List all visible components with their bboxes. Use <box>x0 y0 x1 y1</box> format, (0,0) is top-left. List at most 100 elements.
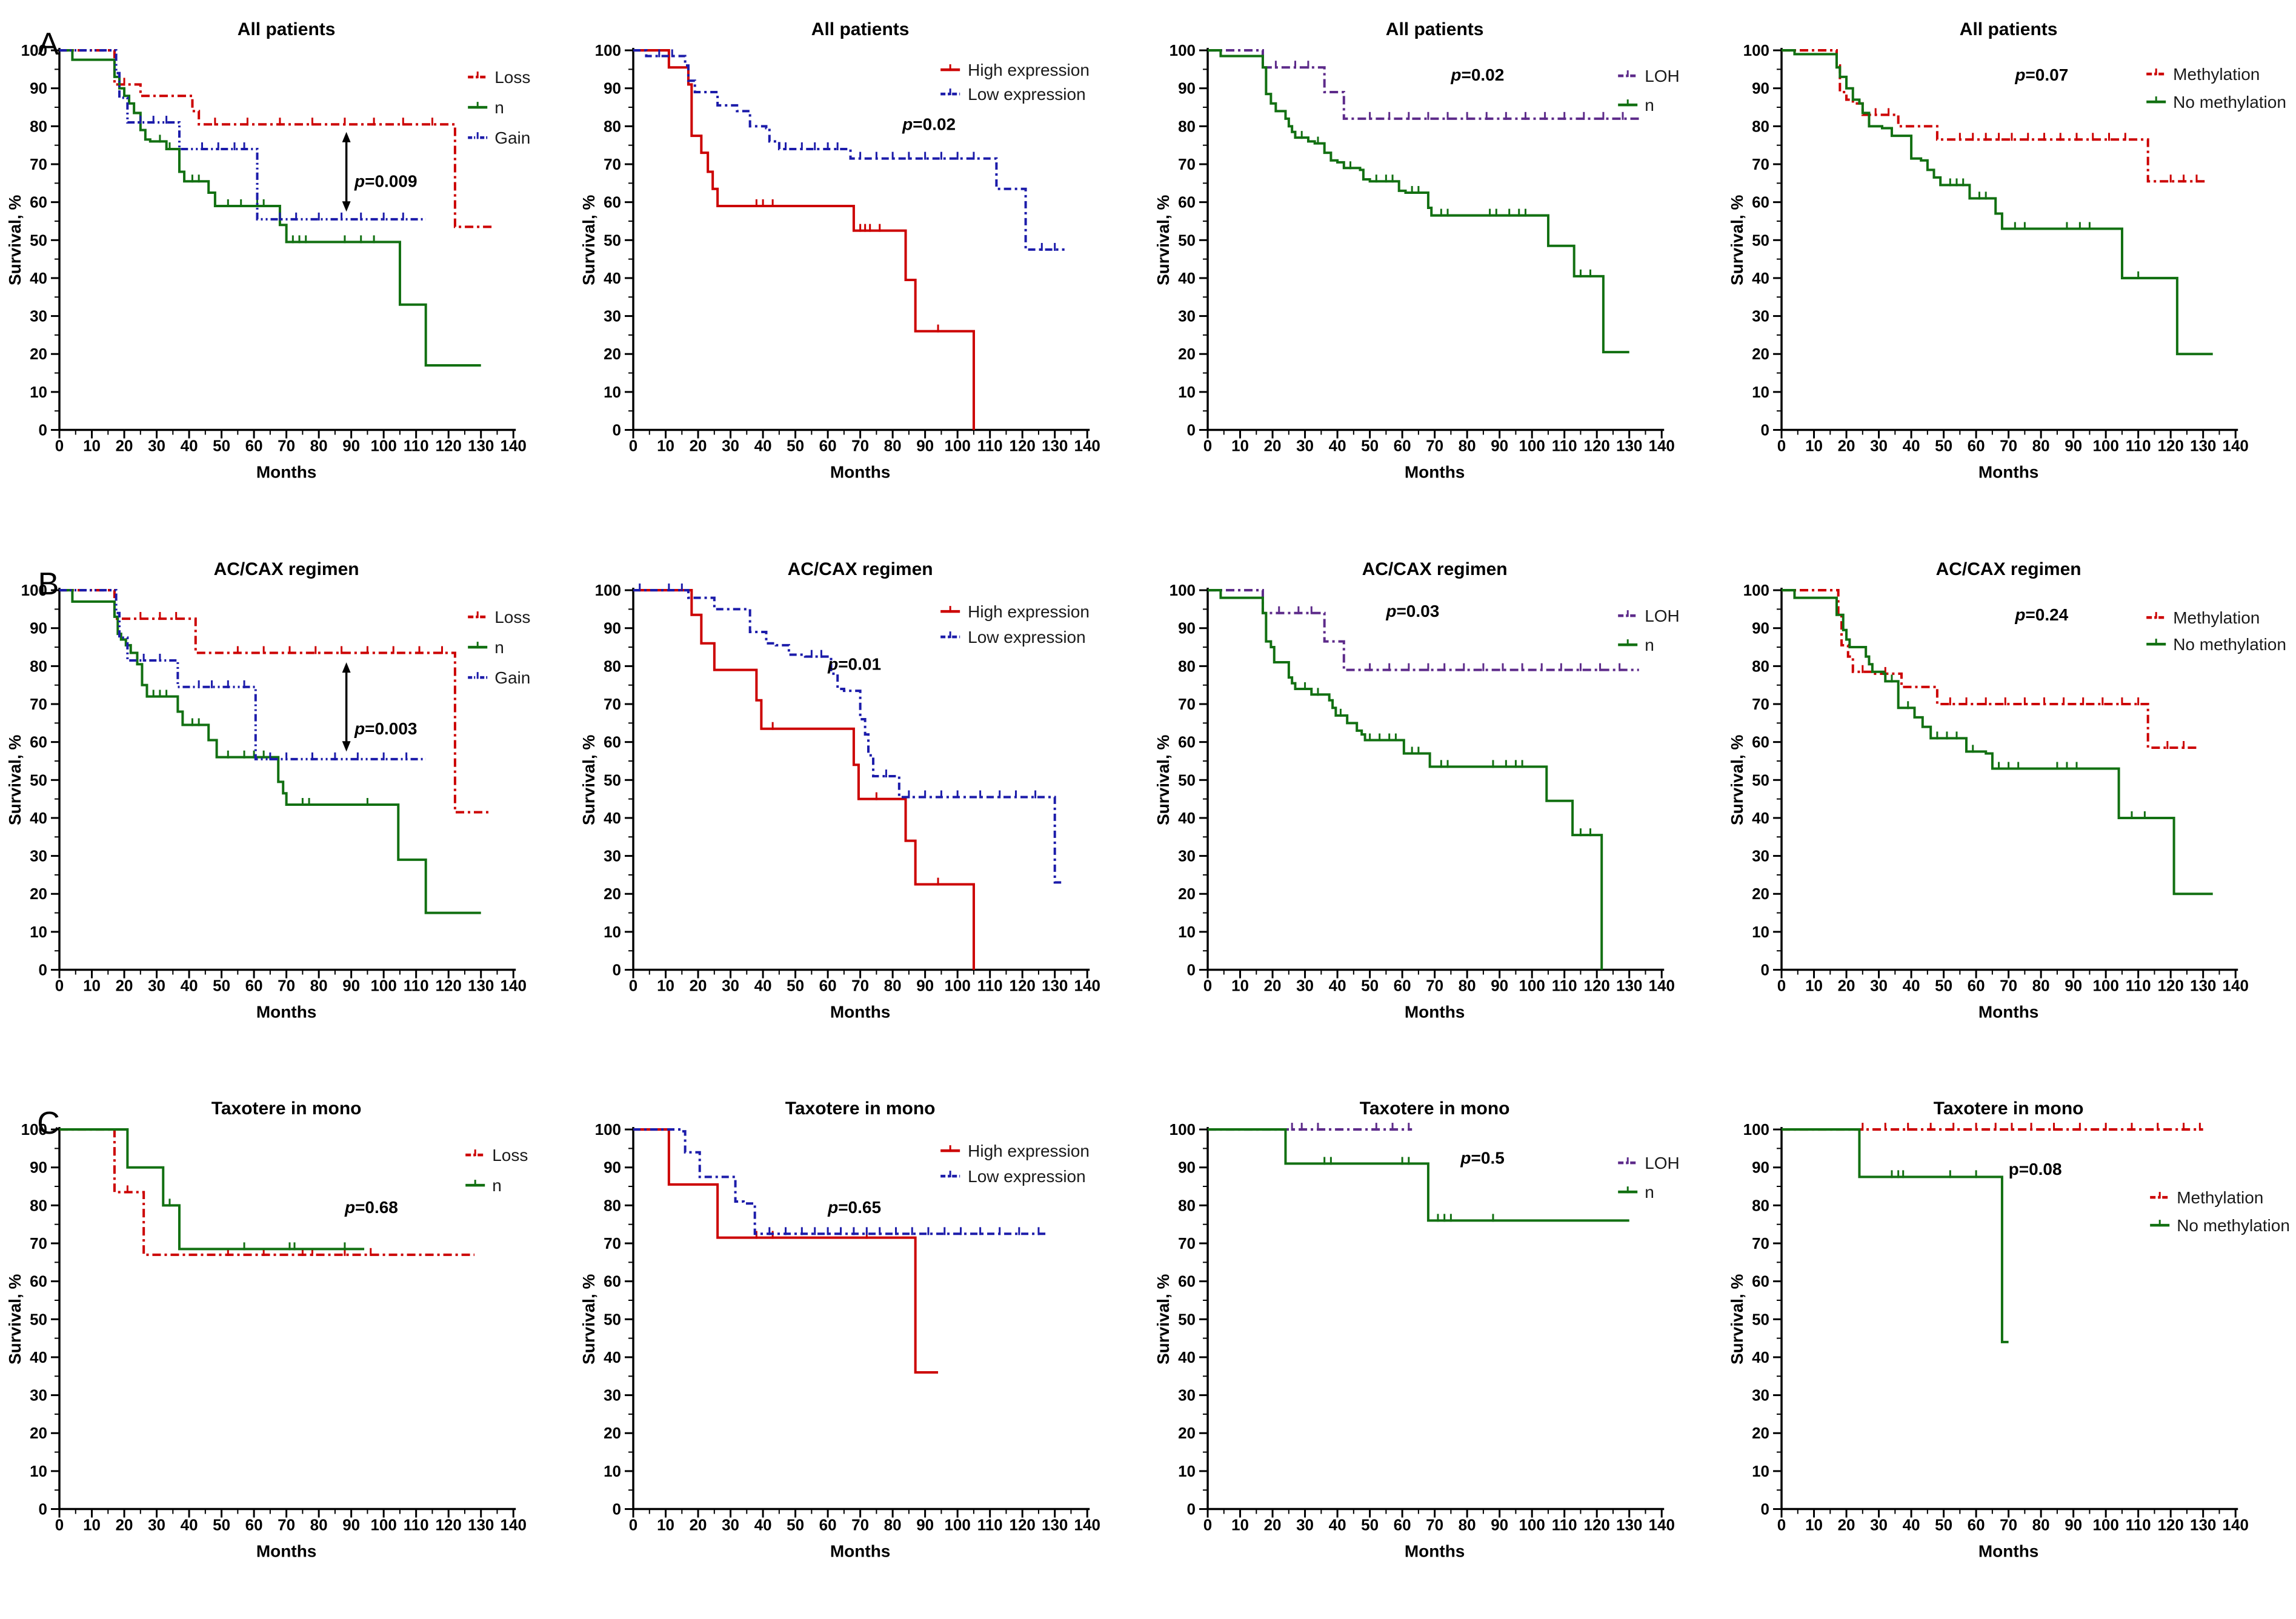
y-tick-label: 70 <box>1178 155 1196 173</box>
p-value: p=0.03 <box>1385 602 1439 620</box>
panel-title: AC/CAX regimen <box>214 559 359 579</box>
x-tick-label: 10 <box>657 1516 674 1534</box>
y-tick-label: 60 <box>604 1272 621 1291</box>
y-tick-label: 90 <box>604 619 621 637</box>
y-tick-label: 10 <box>30 923 47 941</box>
y-tick-label: 40 <box>30 1348 47 1366</box>
y-tick-label: 50 <box>30 231 47 249</box>
x-tick-label: 10 <box>1231 976 1249 994</box>
legend-label: Gain <box>494 668 530 687</box>
series-high-expression <box>633 49 976 430</box>
x-tick-label: 10 <box>1231 437 1249 455</box>
y-axis-label: Survival, % <box>579 194 598 285</box>
y-tick-label: 100 <box>1169 41 1195 59</box>
y-tick-label: 0 <box>1186 960 1195 979</box>
x-tick-label: 20 <box>1263 1516 1281 1534</box>
x-tick-label: 80 <box>2032 976 2049 994</box>
x-axis-label: Months <box>256 1002 317 1021</box>
y-tick-label: 70 <box>30 155 47 173</box>
y-tick-label: 70 <box>1752 155 1769 173</box>
y-tick-label: 20 <box>604 1425 621 1443</box>
y-tick-label: 70 <box>1178 695 1196 713</box>
y-tick-label: 90 <box>30 619 47 637</box>
x-tick-label: 60 <box>245 437 263 455</box>
y-tick-label: 40 <box>1178 809 1196 827</box>
x-axis-label: Months <box>256 1542 317 1561</box>
y-tick-label: 90 <box>1752 619 1769 637</box>
y-tick-label: 60 <box>1752 1272 1769 1291</box>
x-tick-label: 140 <box>2222 1516 2248 1534</box>
y-tick-label: 0 <box>1760 960 1769 979</box>
x-tick-label: 30 <box>722 976 739 994</box>
x-axis-label: Months <box>1404 463 1465 482</box>
y-tick-label: 50 <box>604 1311 621 1329</box>
x-tick-label: 80 <box>2032 437 2049 455</box>
y-tick-label: 30 <box>30 1386 47 1405</box>
x-tick-label: 120 <box>2157 1516 2183 1534</box>
y-tick-label: 100 <box>1743 581 1769 599</box>
p-value: p=0.003 <box>354 719 418 738</box>
x-tick-label: 60 <box>245 1516 263 1534</box>
series-gain <box>59 49 426 221</box>
y-tick-label: 30 <box>604 1386 621 1405</box>
x-tick-label: 60 <box>819 437 837 455</box>
y-tick-label: 90 <box>30 79 47 98</box>
x-tick-label: 120 <box>2157 976 2183 994</box>
x-tick-label: 50 <box>213 976 230 994</box>
x-tick-label: 0 <box>55 437 64 455</box>
y-tick-label: 80 <box>30 1197 47 1215</box>
y-tick-label: 70 <box>30 1234 47 1252</box>
x-tick-label: 60 <box>1967 1516 1985 1534</box>
x-tick-label: 130 <box>1616 1516 1642 1534</box>
km-panel-B3: AC/CAX regimen 0 10 20 30 40 50 60 70 80 90 100 110 1… <box>1148 540 1722 1080</box>
y-tick-label: 20 <box>1178 1425 1196 1443</box>
x-tick-label: 10 <box>1805 976 1823 994</box>
legend-label: n <box>494 98 504 117</box>
x-tick-label: 30 <box>722 437 739 455</box>
y-tick-label: 80 <box>1752 1197 1769 1215</box>
x-tick-label: 60 <box>1393 437 1411 455</box>
y-tick-label: 20 <box>30 1425 47 1443</box>
series-low-expression <box>633 588 1065 884</box>
p-value: p=0.01 <box>827 654 881 673</box>
x-tick-label: 60 <box>819 976 837 994</box>
x-tick-label: 60 <box>819 1516 837 1534</box>
x-tick-label: 110 <box>2125 437 2151 455</box>
y-tick-label: 30 <box>1178 846 1196 865</box>
x-tick-label: 100 <box>370 1516 396 1534</box>
y-tick-label: 40 <box>1752 1348 1769 1366</box>
x-tick-label: 130 <box>1616 437 1642 455</box>
x-tick-label: 100 <box>1519 437 1545 455</box>
series-loh <box>1207 588 1639 671</box>
p-value: p=0.5 <box>1460 1149 1504 1168</box>
km-panel-A4: All patients 0 10 20 30 40 50 60 70 80 90 100 110 120… <box>1722 0 2296 540</box>
y-tick-label: 0 <box>1186 421 1195 439</box>
y-tick-label: 10 <box>30 383 47 401</box>
x-tick-label: 110 <box>977 1516 1003 1534</box>
x-tick-label: 50 <box>1361 976 1379 994</box>
y-tick-label: 80 <box>604 657 621 675</box>
y-tick-label: 50 <box>1178 1311 1196 1329</box>
x-axis-label: Months <box>830 1002 891 1021</box>
panel-title: AC/CAX regimen <box>1935 559 2081 579</box>
legend-label: Gain <box>494 128 530 147</box>
x-tick-label: 100 <box>2092 437 2118 455</box>
y-tick-label: 80 <box>1178 657 1196 675</box>
legend-label: High expression <box>968 1142 1090 1160</box>
y-tick-label: 70 <box>1752 1234 1769 1252</box>
x-axis-label: Months <box>830 1542 891 1561</box>
y-tick-label: 10 <box>1178 923 1196 941</box>
x-tick-label: 40 <box>1328 976 1346 994</box>
series-n <box>59 49 481 367</box>
km-panel-C4: Taxotere in mono 0 10 20 30 40 50 60 70 80 90 100 11… <box>1722 1079 2296 1619</box>
legend-label: Loss <box>492 1146 528 1165</box>
y-axis-label: Survival, % <box>1154 194 1173 285</box>
y-tick-label: 40 <box>1178 1348 1196 1366</box>
x-tick-label: 110 <box>404 976 429 994</box>
x-tick-label: 50 <box>1935 437 1952 455</box>
x-tick-label: 110 <box>1551 976 1577 994</box>
